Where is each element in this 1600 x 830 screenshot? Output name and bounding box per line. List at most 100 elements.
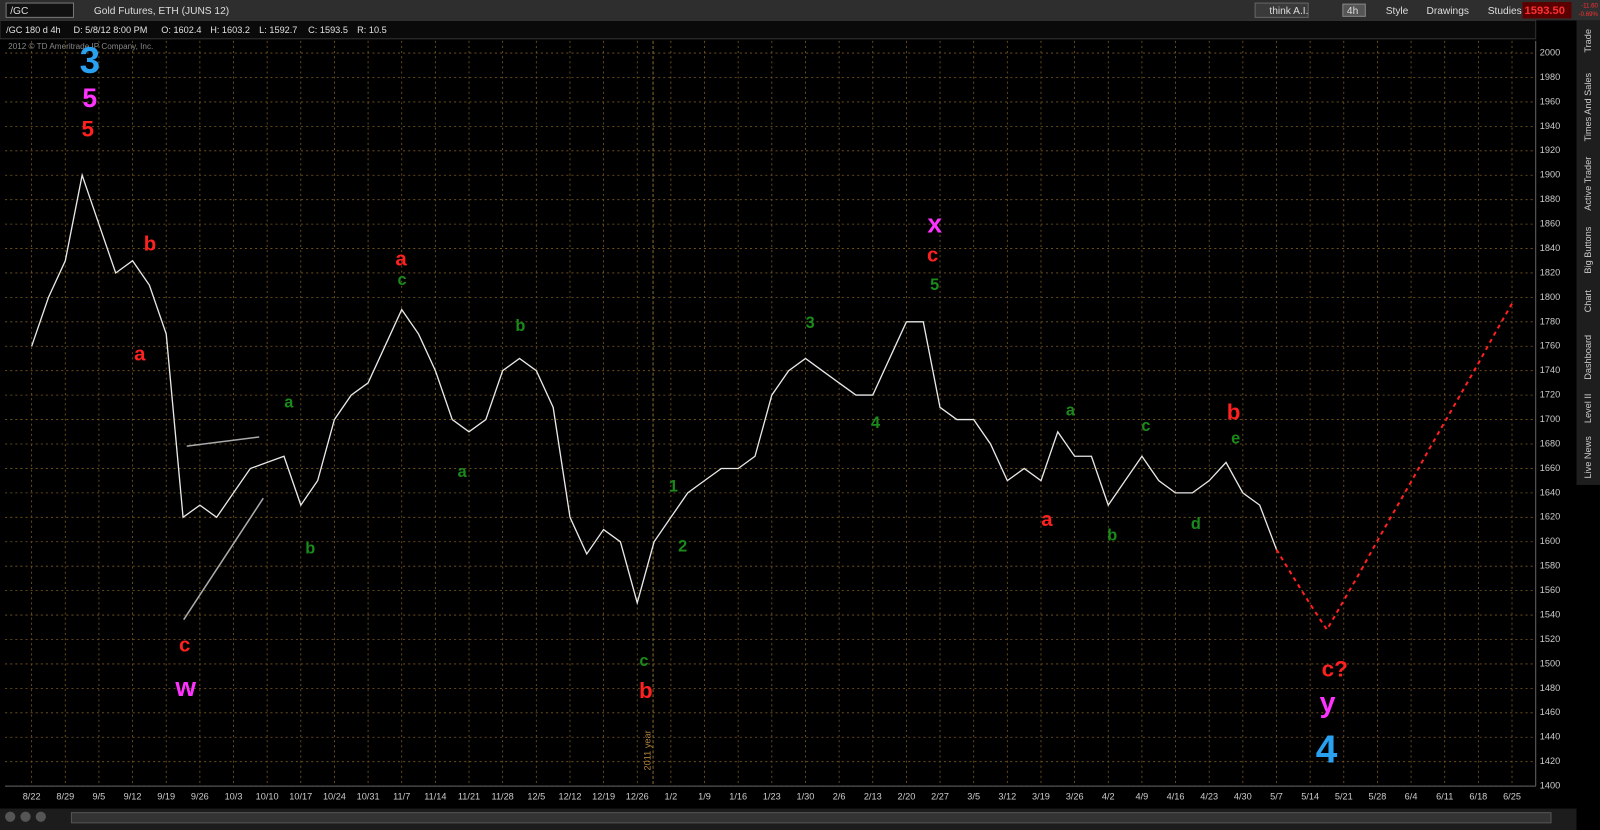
y-tick-label: 1520 — [1540, 634, 1560, 644]
wave-label: 5 — [82, 83, 97, 113]
x-tick-label: 1/30 — [797, 792, 815, 802]
x-tick-label: 8/22 — [23, 792, 41, 802]
x-tick-label: 4/30 — [1234, 792, 1252, 802]
sidebar-tab[interactable]: Trade — [1583, 29, 1593, 53]
scroll-track[interactable] — [70, 812, 1552, 824]
x-tick-label: 2/13 — [864, 792, 882, 802]
info-low: L: 1592.7 — [259, 25, 297, 35]
year-marker: 2011 year — [642, 730, 652, 770]
period[interactable]: 4h — [1347, 6, 1358, 17]
wave-label: a — [284, 394, 294, 412]
wave-label: 3 — [806, 314, 815, 332]
y-tick-label: 1660 — [1540, 463, 1560, 473]
wave-label: c — [639, 652, 648, 670]
style-button[interactable]: Style — [1386, 6, 1409, 17]
x-tick-label: 11/14 — [424, 792, 446, 802]
info-range: R: 10.5 — [357, 25, 387, 35]
sidebar — [1576, 20, 1600, 485]
triangle-line — [183, 497, 264, 621]
copyright: 2012 © TD Ameritrade IP Company, Inc. — [8, 42, 153, 51]
wave-label: c — [397, 271, 406, 289]
wave-label: c — [1141, 417, 1150, 435]
x-tick-label: 1/2 — [665, 792, 678, 802]
wave-label: x — [927, 209, 942, 239]
y-tick-label: 1720 — [1540, 390, 1560, 400]
x-tick-label: 12/19 — [592, 792, 615, 802]
sidebar-tab[interactable]: Chart — [1583, 290, 1593, 313]
y-tick-label: 1980 — [1540, 72, 1560, 82]
zoom-button[interactable] — [20, 811, 31, 822]
sidebar-tab[interactable]: Times And Sales — [1583, 73, 1593, 142]
wave-label: a — [134, 344, 146, 366]
x-tick-label: 9/12 — [124, 792, 142, 802]
y-tick-label: 2000 — [1540, 47, 1560, 57]
y-tick-label: 1620 — [1540, 512, 1560, 522]
wave-label: b — [1227, 399, 1241, 424]
wave-label: b — [1107, 526, 1117, 544]
x-tick-label: 4/23 — [1200, 792, 1218, 802]
x-tick-label: 10/31 — [357, 792, 380, 802]
symbol-box[interactable] — [5, 2, 74, 18]
sidebar-tab[interactable]: Level II — [1583, 394, 1593, 424]
y-tick-label: 1740 — [1540, 365, 1560, 375]
period-button[interactable] — [1342, 3, 1366, 17]
y-tick-label: 1800 — [1540, 292, 1560, 302]
x-tick-label: 3/12 — [998, 792, 1016, 802]
y-tick-label: 1920 — [1540, 145, 1560, 155]
symbol[interactable]: /GC — [10, 6, 28, 17]
y-tick-label: 1840 — [1540, 243, 1560, 253]
x-tick-label: 6/18 — [1469, 792, 1487, 802]
think-label[interactable]: think A.I. — [1269, 6, 1308, 17]
x-tick-label: 1/16 — [729, 792, 747, 802]
x-tick-label: 5/28 — [1369, 792, 1387, 802]
wave-label: 4 — [1316, 729, 1338, 772]
wave-label: 1 — [669, 477, 678, 495]
y-tick-label: 1860 — [1540, 219, 1560, 229]
description: Gold Futures, ETH (JUNS 12) — [94, 6, 229, 17]
y-tick-label: 1880 — [1540, 194, 1560, 204]
info-close: C: 1593.5 — [308, 25, 348, 35]
x-tick-label: 10/24 — [323, 792, 346, 802]
wave-label: 5 — [82, 117, 94, 142]
studies-button[interactable]: Studies — [1488, 6, 1522, 17]
x-tick-label: 9/26 — [191, 792, 209, 802]
zoom-button[interactable] — [35, 811, 46, 822]
wave-label: c — [179, 635, 190, 657]
x-tick-label: 1/23 — [763, 792, 781, 802]
change: -11.60 — [1581, 3, 1598, 10]
y-tick-label: 1600 — [1540, 536, 1560, 546]
x-tick-label: 10/10 — [256, 792, 279, 802]
info-open: O: 1602.4 — [161, 25, 201, 35]
y-tick-label: 1960 — [1540, 96, 1560, 106]
wave-label: b — [144, 233, 156, 255]
wave-label: b — [639, 678, 653, 703]
wave-label: 3 — [80, 40, 100, 81]
wave-label: a — [1066, 402, 1076, 420]
y-tick-label: 1560 — [1540, 585, 1560, 595]
info-date: D: 5/8/12 8:00 PM — [73, 25, 147, 35]
sidebar-tab[interactable]: Active Trader — [1583, 157, 1593, 211]
x-tick-label: 6/11 — [1436, 792, 1453, 802]
y-tick-label: 1700 — [1540, 414, 1560, 424]
triangle-line — [186, 436, 260, 447]
sidebar-tab[interactable]: Big Buttons — [1583, 226, 1593, 273]
sidebar-tab[interactable]: Live News — [1583, 436, 1593, 479]
y-tick-label: 1680 — [1540, 438, 1560, 448]
think-button[interactable] — [1254, 2, 1309, 18]
drawings-button[interactable]: Drawings — [1427, 6, 1469, 17]
wave-label: 4 — [871, 414, 880, 432]
x-tick-label: 2/20 — [897, 792, 915, 802]
x-tick-label: 3/19 — [1032, 792, 1050, 802]
sidebar-tab[interactable]: Dashboard — [1583, 335, 1593, 380]
last-price: 1593.50 — [1524, 5, 1565, 17]
x-tick-label: 11/21 — [458, 792, 480, 802]
wave-label: w — [174, 672, 196, 702]
x-tick-label: 3/26 — [1066, 792, 1084, 802]
y-tick-label: 1780 — [1540, 316, 1560, 326]
wave-label: 2 — [678, 538, 687, 556]
x-tick-label: 8/29 — [56, 792, 74, 802]
zoom-button[interactable] — [5, 811, 16, 822]
wave-label: d — [1191, 515, 1201, 533]
y-tick-label: 1460 — [1540, 707, 1560, 717]
